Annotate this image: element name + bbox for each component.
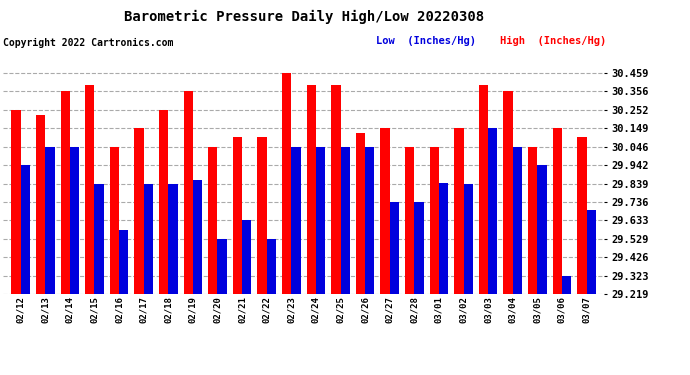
Bar	[331, 85, 340, 294]
Bar	[257, 137, 267, 294]
Bar	[267, 239, 276, 294]
Text: Barometric Pressure Daily High/Low 20220308: Barometric Pressure Daily High/Low 20220…	[124, 9, 484, 24]
Bar	[95, 184, 103, 294]
Bar	[306, 85, 316, 294]
Bar	[356, 134, 365, 294]
Bar	[488, 128, 497, 294]
Bar	[85, 85, 95, 294]
Bar	[528, 147, 538, 294]
Bar	[233, 137, 242, 294]
Bar	[11, 110, 21, 294]
Bar	[159, 110, 168, 294]
Bar	[380, 128, 390, 294]
Bar	[586, 210, 596, 294]
Text: High  (Inches/Hg): High (Inches/Hg)	[500, 36, 607, 46]
Bar	[119, 230, 128, 294]
Bar	[553, 128, 562, 294]
Bar	[464, 184, 473, 294]
Bar	[208, 147, 217, 294]
Bar	[513, 147, 522, 294]
Bar	[291, 147, 301, 294]
Bar	[61, 91, 70, 294]
Bar	[577, 137, 586, 294]
Bar	[439, 183, 449, 294]
Bar	[36, 116, 46, 294]
Bar	[184, 91, 193, 294]
Bar	[316, 147, 325, 294]
Text: Low  (Inches/Hg): Low (Inches/Hg)	[376, 36, 476, 46]
Bar	[405, 147, 414, 294]
Bar	[110, 147, 119, 294]
Bar	[193, 180, 202, 294]
Bar	[242, 220, 251, 294]
Bar	[282, 73, 291, 294]
Bar	[217, 239, 227, 294]
Bar	[340, 147, 350, 294]
Bar	[479, 85, 488, 294]
Bar	[21, 165, 30, 294]
Bar	[70, 147, 79, 294]
Bar	[390, 202, 399, 294]
Bar	[46, 147, 55, 294]
Text: Copyright 2022 Cartronics.com: Copyright 2022 Cartronics.com	[3, 38, 174, 48]
Bar	[538, 165, 546, 294]
Bar	[414, 202, 424, 294]
Bar	[144, 184, 153, 294]
Bar	[430, 147, 439, 294]
Bar	[168, 184, 177, 294]
Bar	[135, 128, 144, 294]
Bar	[562, 276, 571, 294]
Bar	[365, 147, 375, 294]
Bar	[454, 128, 464, 294]
Bar	[504, 91, 513, 294]
